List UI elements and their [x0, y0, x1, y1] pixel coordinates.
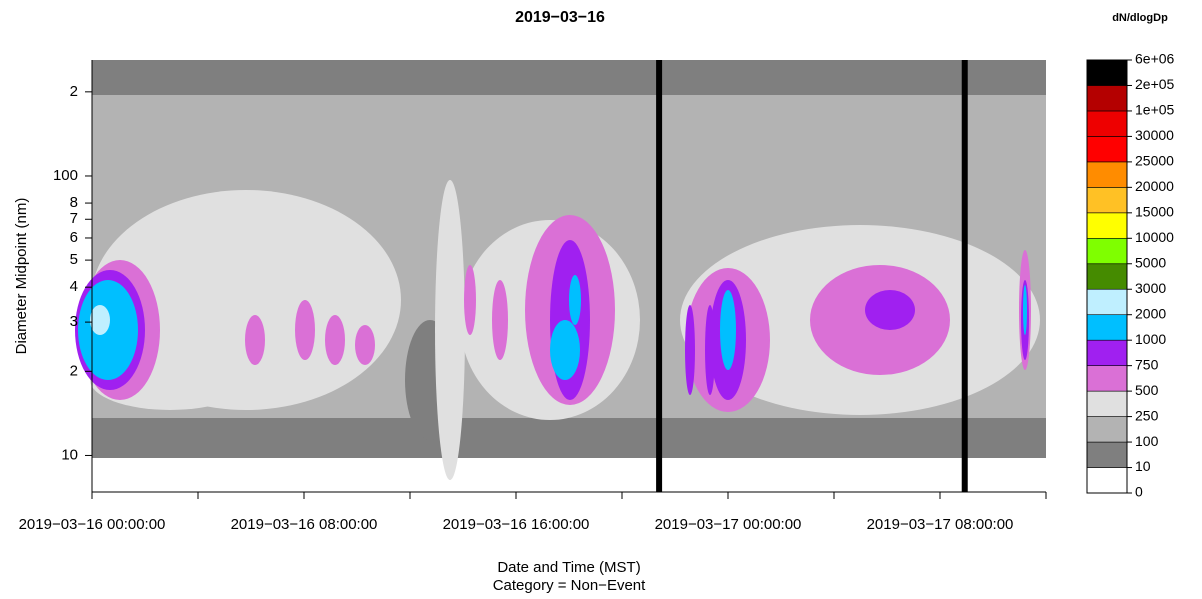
chart-title: 2019−03−16: [515, 9, 605, 26]
contour-region: [865, 290, 915, 330]
legend-label: 20000: [1135, 178, 1174, 194]
legend-label: 2e+05: [1135, 76, 1175, 92]
legend-swatch: [1086, 110, 1128, 137]
contour-region: [295, 300, 315, 360]
contour-region: [92, 418, 1046, 458]
contour-region: [685, 305, 695, 395]
y-tick-label: 100: [53, 167, 78, 184]
y-tick-label: 10: [61, 446, 78, 463]
legend-frame: [1086, 59, 1128, 494]
subtitle: Category = Non−Event: [493, 577, 646, 594]
contour-region: [78, 280, 138, 380]
contour-region: [492, 280, 508, 360]
x-axis-label: Date and Time (MST): [497, 559, 640, 576]
contour-region: [90, 305, 110, 335]
y-axis-label: Diameter Midpoint (nm): [13, 198, 30, 355]
legend-swatch: [1086, 365, 1128, 392]
y-tick-label: 5: [70, 251, 78, 268]
y-tick-label: 4: [70, 278, 78, 295]
legend-swatch: [1086, 212, 1128, 239]
y-tick-label: 8: [70, 194, 78, 211]
legend-label: 10: [1135, 458, 1151, 474]
x-tick-label: 2019−03−17 00:00:00: [655, 516, 802, 533]
legend-label: 5000: [1135, 254, 1166, 270]
contour-region: [720, 290, 736, 370]
contour-region: [1023, 285, 1027, 335]
x-tick-label: 2019−03−17 08:00:00: [867, 516, 1014, 533]
legend-label: 750: [1135, 356, 1159, 372]
legend-label: 10000: [1135, 229, 1174, 245]
legend-label: 0: [1135, 484, 1143, 500]
legend-swatch: [1086, 416, 1128, 443]
legend-swatch: [1086, 85, 1128, 112]
legend-swatch: [1086, 161, 1128, 188]
contour-region: [464, 265, 476, 335]
y-tick-label: 2: [70, 83, 78, 100]
contour-region: [705, 305, 715, 395]
y-tick-label: 6: [70, 229, 78, 246]
legend-swatch: [1086, 390, 1128, 417]
legend-label: 2000: [1135, 305, 1166, 321]
legend-swatch: [1086, 441, 1128, 468]
contour-region: [92, 60, 1046, 95]
legend-swatch: [1086, 136, 1128, 163]
x-tick-label: 2019−03−16 16:00:00: [443, 516, 590, 533]
legend-label: 1e+05: [1135, 102, 1175, 118]
legend-label: 30000: [1135, 127, 1174, 143]
data-gap: [656, 60, 663, 492]
legend-swatch: [1086, 187, 1128, 214]
legend-swatch: [1086, 314, 1128, 341]
y-tick-label: 3: [70, 313, 78, 330]
legend-swatch: [1086, 467, 1128, 494]
legend-label: 6e+06: [1135, 51, 1175, 67]
legend-swatch: [1086, 339, 1128, 366]
legend-label: 1000: [1135, 331, 1166, 347]
contour-region: [325, 315, 345, 365]
legend-label: 500: [1135, 382, 1159, 398]
y-tick-label: 2: [70, 362, 78, 379]
contour-region: [245, 315, 265, 365]
legend-label: 15000: [1135, 204, 1174, 220]
legend-label: 25000: [1135, 153, 1174, 169]
y-tick-label: 7: [70, 210, 78, 227]
x-tick-label: 2019−03−16 08:00:00: [231, 516, 378, 533]
legend-label: 100: [1135, 433, 1159, 449]
legend-swatch: [1086, 59, 1128, 86]
legend-swatch: [1086, 288, 1128, 316]
contour-region: [435, 180, 465, 480]
contour-region: [355, 325, 375, 365]
contour-region: [569, 275, 581, 325]
legend-swatch: [1086, 237, 1128, 265]
contour-region: [550, 320, 580, 380]
legend-label: 3000: [1135, 280, 1166, 296]
x-tick-label: 2019−03−16 00:00:00: [19, 516, 166, 533]
legend-swatch: [1086, 263, 1128, 290]
data-gap: [961, 60, 968, 492]
legend-label: 250: [1135, 407, 1159, 423]
legend-title: dN/dlogDp: [1112, 12, 1168, 24]
